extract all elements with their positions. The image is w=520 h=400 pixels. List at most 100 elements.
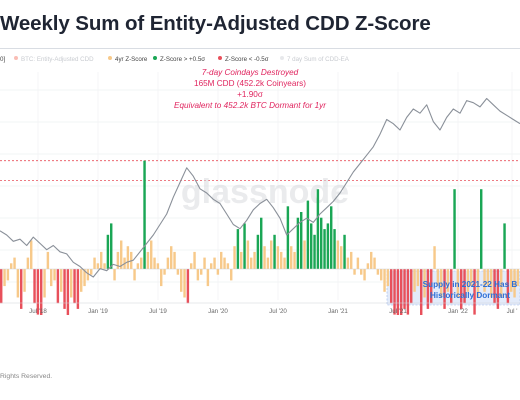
annotation-equivalent: Equivalent to 452.2k BTC Dormant for 1yr — [174, 101, 326, 110]
z-score-bar — [330, 206, 333, 269]
z-score-bar — [426, 269, 430, 309]
z-score-bar — [336, 240, 340, 269]
z-score-bar — [483, 269, 486, 292]
legend-swatch — [218, 56, 222, 60]
legend-item[interactable]: BTC: Entity-Adjusted CDD — [14, 56, 94, 63]
footer-copyright: Rights Reserved. — [0, 373, 53, 380]
z-score-bar — [290, 246, 293, 269]
title-divider — [0, 48, 520, 49]
legend-item[interactable]: Z-Score < -0.5σ — [218, 56, 269, 63]
x-tick-label: Jul '21 — [389, 308, 407, 315]
z-score-bar — [120, 240, 123, 269]
watermark: glassnode — [181, 173, 349, 211]
legend-item[interactable]: 7 day Sum of CDD-EA — [280, 56, 349, 63]
z-score-bar — [296, 217, 300, 269]
z-score-bar — [460, 269, 463, 309]
z-score-bar — [440, 269, 443, 298]
z-score-bar — [246, 240, 250, 269]
z-score-bar — [46, 251, 50, 269]
legend-label: BTC: Entity-Adjusted CDD — [21, 56, 94, 63]
z-score-bar — [510, 269, 513, 292]
z-score-bar — [413, 269, 416, 292]
z-score-bar — [320, 217, 323, 269]
z-score-bar — [443, 269, 446, 309]
z-score-bar — [306, 200, 310, 269]
z-score-bar — [226, 263, 230, 269]
z-score-bar — [66, 269, 70, 315]
z-score-bar — [160, 269, 163, 287]
z-score-bar — [143, 160, 146, 269]
z-score-bar — [286, 206, 290, 269]
legend-label: 4yr Z-Score — [115, 56, 148, 63]
z-score-bar — [236, 229, 240, 269]
z-score-bar — [60, 269, 63, 292]
z-score-bar — [473, 269, 476, 315]
z-score-bar — [26, 257, 30, 269]
annotation-sigma: +1.90σ — [237, 90, 263, 99]
z-score-bar — [390, 269, 393, 304]
z-score-bar — [253, 251, 256, 269]
z-score-bar — [270, 240, 273, 269]
x-tick-label: Jan '19 — [88, 308, 108, 315]
z-score-bar — [346, 257, 350, 269]
z-score-bar — [170, 246, 173, 269]
z-score-bar — [340, 246, 343, 269]
z-score-bar — [363, 269, 366, 281]
z-score-bar — [240, 251, 243, 269]
z-score-bar — [476, 269, 480, 298]
x-tick-label: Jan '20 — [208, 308, 228, 315]
z-score-bar — [10, 263, 13, 269]
z-score-bar — [416, 269, 420, 287]
legend-swatch — [14, 56, 18, 60]
z-score-bar — [260, 217, 263, 269]
z-score-bar — [370, 251, 373, 269]
z-score-bar — [256, 234, 260, 269]
z-score-bar — [166, 257, 170, 269]
x-tick-label: Jul ' — [507, 308, 518, 315]
z-score-bar — [83, 269, 86, 287]
z-score-bar — [176, 269, 180, 275]
x-tick-label: Jul '20 — [269, 308, 287, 315]
z-score-bar — [140, 257, 143, 269]
z-score-bar — [30, 240, 33, 269]
z-score-bar — [410, 269, 413, 304]
z-score-bar — [316, 189, 320, 269]
legend-swatch — [280, 56, 284, 60]
callout-line-1: Supply in 2021-22 Has B — [423, 280, 518, 289]
legend-label: Z-Score > +0.5σ — [160, 56, 206, 63]
z-score-bar — [446, 269, 450, 292]
z-score-bar — [450, 269, 453, 304]
z-score-bar — [396, 269, 400, 315]
z-score-bar — [493, 269, 496, 304]
z-score-bar — [73, 269, 76, 304]
z-score-bar — [386, 269, 390, 287]
z-score-bar — [393, 269, 396, 315]
z-score-bar — [110, 223, 113, 269]
z-score-bar — [76, 269, 80, 309]
z-score-bar — [6, 269, 10, 281]
z-score-bar — [70, 269, 73, 298]
z-score-bar — [353, 269, 356, 275]
z-score-bar — [313, 234, 316, 269]
legend-partial-label: 0] — [0, 56, 6, 63]
z-score-bar — [203, 257, 206, 269]
z-score-bar — [133, 269, 136, 281]
z-score-bar — [343, 234, 346, 269]
z-score-bar — [80, 269, 83, 292]
z-score-bar — [366, 263, 370, 269]
z-score-bar — [283, 257, 286, 269]
z-score-bar — [243, 223, 246, 269]
legend-item[interactable]: Z-Score > +0.5σ — [153, 56, 205, 63]
z-score-bar — [33, 269, 36, 304]
z-score-bar — [3, 269, 6, 287]
z-score-bar — [213, 257, 216, 269]
z-score-bar — [20, 269, 23, 309]
z-score-bar — [463, 269, 466, 304]
z-score-bar — [490, 269, 493, 298]
legend-item[interactable]: 4yr Z-Score — [108, 56, 147, 63]
z-score-bar — [453, 189, 456, 269]
z-score-bar — [150, 240, 153, 269]
z-score-bar — [16, 269, 20, 298]
z-score-bar — [200, 269, 203, 275]
z-score-bar — [96, 263, 100, 269]
